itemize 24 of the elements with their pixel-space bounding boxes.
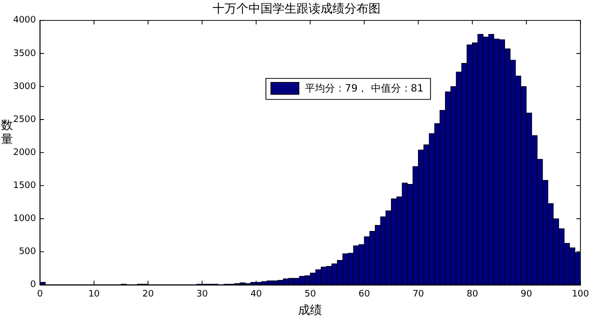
x-tick-label: 70 <box>412 290 424 300</box>
x-tick-label: 20 <box>142 290 154 300</box>
chart-title: 十万个中国学生跟读成绩分布图 <box>212 1 380 16</box>
y-tick-label: 3000 <box>13 82 36 92</box>
y-tick-label: 2000 <box>13 148 36 158</box>
y-axis-title: 数量 <box>1 118 13 146</box>
y-tick-label: 4000 <box>13 16 36 26</box>
legend-label: 平均分：79， 中值分：81 <box>304 82 424 94</box>
y-tick-label: 0 <box>30 280 36 290</box>
x-tick-label: 0 <box>37 290 44 300</box>
x-tick-label: 100 <box>572 290 590 300</box>
y-tick-label: 1000 <box>13 214 36 224</box>
x-tick-label: 10 <box>88 290 100 300</box>
x-axis-title: 成绩 <box>298 302 322 317</box>
x-tick-label: 80 <box>466 290 478 300</box>
x-tick-label: 50 <box>304 290 316 300</box>
x-tick-label: 30 <box>196 290 208 300</box>
x-tick-label: 90 <box>520 290 532 300</box>
x-tick-label: 40 <box>250 290 262 300</box>
y-tick-label: 3500 <box>13 48 36 59</box>
y-tick-label: 500 <box>18 247 36 258</box>
y-tick-label: 2500 <box>13 114 36 125</box>
x-tick-label: 60 <box>358 290 370 300</box>
y-tick-label: 1500 <box>13 180 36 191</box>
